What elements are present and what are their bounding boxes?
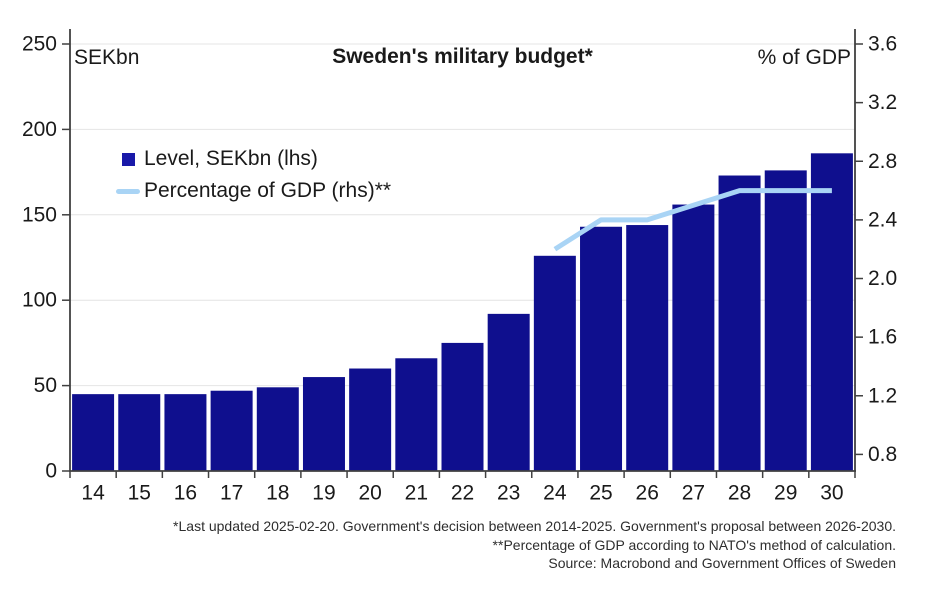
left-tick-label-250: 250 [22, 33, 57, 56]
bar-2024 [533, 255, 576, 471]
bar-2019 [302, 377, 345, 471]
x-label-18: 18 [266, 482, 289, 505]
left-tick-label-100: 100 [22, 289, 57, 312]
x-label-24: 24 [543, 482, 567, 505]
footnote-nato-method: **Percentage of GDP according to NATO's … [492, 536, 896, 553]
right-tick-label-2.0: 2.0 [868, 267, 897, 290]
legend-label-gdp: Percentage of GDP (rhs)** [144, 179, 392, 202]
left-tick-label-50: 50 [34, 374, 57, 397]
bar-2020 [349, 368, 392, 471]
bar-2026 [626, 225, 669, 471]
x-label-26: 26 [636, 482, 659, 505]
x-label-29: 29 [774, 482, 797, 505]
bar-2014 [72, 394, 115, 471]
right-tick-label-0.8: 0.8 [868, 443, 897, 466]
x-label-25: 25 [589, 482, 612, 505]
chart-title: Sweden's military budget* [332, 45, 593, 68]
bar-2030 [810, 153, 853, 471]
line-series-swatch-icon [116, 188, 140, 194]
x-label-23: 23 [497, 482, 520, 505]
x-label-16: 16 [174, 482, 197, 505]
left-axis-unit-label: SEKbn [74, 46, 140, 69]
bar-2027 [672, 204, 715, 471]
bar-2028 [718, 175, 761, 472]
right-tick-label-1.2: 1.2 [868, 384, 897, 407]
bar-2016 [164, 394, 207, 471]
x-label-15: 15 [128, 482, 151, 505]
bar-2018 [256, 387, 299, 471]
gdp-percentage-line [553, 188, 832, 252]
right-tick-label-2.8: 2.8 [868, 150, 897, 173]
bar-2029 [764, 170, 807, 471]
right-axis-unit-label: % of GDP [757, 46, 851, 69]
x-label-27: 27 [682, 482, 705, 505]
x-label-17: 17 [220, 482, 243, 505]
x-label-30: 30 [820, 482, 843, 505]
bar-2015 [118, 394, 161, 471]
legend-label-level: Level, SEKbn (lhs) [144, 147, 318, 170]
right-tick-label-3.6: 3.6 [868, 33, 897, 56]
left-tick-label-200: 200 [22, 118, 57, 141]
right-tick-label-2.4: 2.4 [868, 208, 898, 231]
x-label-21: 21 [405, 482, 428, 505]
footnote-source: Source: Macrobond and Government Offices… [548, 555, 896, 571]
legend-item-gdp: Percentage of GDP (rhs)** [116, 178, 391, 204]
bar-2025 [580, 226, 623, 471]
footnotes: *Last updated 2025-02-20. Government's d… [173, 517, 896, 573]
right-tick-label-1.6: 1.6 [868, 326, 897, 349]
x-label-19: 19 [312, 482, 335, 505]
x-label-14: 14 [81, 482, 105, 505]
left-tick-label-150: 150 [22, 203, 57, 226]
legend: Level, SEKbn (lhs) Percentage of GDP (rh… [116, 146, 391, 210]
bar-series-swatch-icon [122, 152, 135, 166]
bar-2023 [487, 313, 530, 471]
right-tick-label-3.2: 3.2 [868, 91, 897, 114]
bar-2021 [395, 358, 438, 471]
left-tick-label-0: 0 [45, 460, 57, 483]
bar-2017 [210, 390, 253, 471]
bar-2022 [441, 342, 484, 471]
x-label-22: 22 [451, 482, 474, 505]
x-label-20: 20 [358, 482, 381, 505]
legend-item-level: Level, SEKbn (lhs) [116, 146, 391, 172]
footnote-updated: *Last updated 2025-02-20. Government's d… [173, 518, 896, 534]
x-label-28: 28 [728, 482, 751, 505]
